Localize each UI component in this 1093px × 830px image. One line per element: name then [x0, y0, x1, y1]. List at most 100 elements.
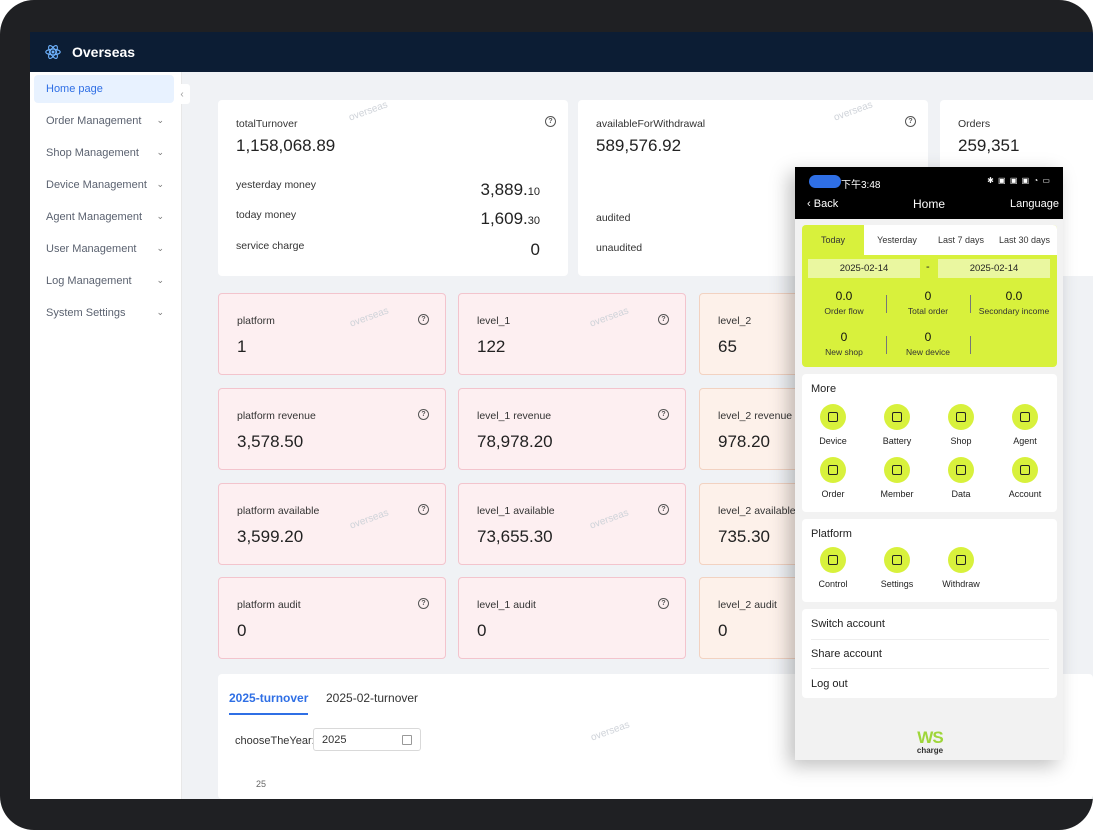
status-icons: ✱ ▣ ▣ ▣ ◔ ▭: [987, 176, 1051, 185]
battery-shortcut[interactable]: Battery: [868, 404, 926, 446]
sidebar-item-orders[interactable]: Order Management ⌄: [34, 107, 174, 135]
sidebar-item-home[interactable]: Home page: [34, 75, 174, 103]
help-icon[interactable]: ?: [658, 598, 669, 609]
agent-icon: [1012, 404, 1038, 430]
device-shortcut[interactable]: Device: [804, 404, 862, 446]
sidebar-item-label: Log Management: [46, 275, 132, 287]
divider: [970, 336, 971, 354]
shortcut-label: Member: [880, 489, 914, 499]
shortcut-label: Settings: [880, 579, 914, 589]
tab-last-7-days[interactable]: Last 7 days: [937, 235, 985, 245]
stat-secondary-income: 0.0 Secondary income: [974, 289, 1054, 316]
period-tabs: Today Yesterday Last 7 days Last 30 days: [802, 225, 1057, 255]
react-logo-icon: [45, 45, 61, 59]
tab-month-turnover[interactable]: 2025-02-turnover: [326, 691, 419, 705]
card-label: Orders: [958, 118, 991, 130]
switch-account-link[interactable]: Switch account: [811, 618, 885, 630]
metric-value: 3,578.50: [237, 432, 304, 451]
metric-value: 65: [718, 337, 737, 356]
stat-label: New device: [906, 347, 950, 357]
year-label: chooseTheYear:: [235, 735, 315, 747]
metric-label: level_2 audit: [718, 599, 777, 611]
metric-label: level_2 revenue: [718, 410, 793, 422]
shortcut-label: Agent: [1013, 436, 1037, 446]
watermark: overseas: [588, 305, 631, 330]
metric-label: platform: [237, 315, 275, 327]
year-picker[interactable]: 2025: [313, 728, 421, 751]
back-button[interactable]: ‹ Back: [807, 198, 839, 210]
shortcut-label: Device: [819, 436, 847, 446]
withdraw-shortcut[interactable]: Withdraw: [932, 547, 990, 589]
metric-label: platform available: [237, 505, 320, 517]
sidebar-item-devices[interactable]: Device Management ⌄: [34, 171, 174, 199]
help-icon[interactable]: ?: [418, 598, 429, 609]
device-icon: [820, 404, 846, 430]
sidebar-item-label: System Settings: [46, 307, 126, 319]
order-shortcut[interactable]: Order: [804, 457, 862, 499]
metric-card: level_1 available? 73,655.30 overseas: [458, 483, 686, 565]
sidebar-item-shops[interactable]: Shop Management ⌄: [34, 139, 174, 167]
today-label: today money: [236, 209, 297, 221]
help-icon[interactable]: ?: [418, 409, 429, 420]
stat-value: 0: [924, 289, 932, 303]
sidebar-item-logs[interactable]: Log Management ⌄: [34, 267, 174, 295]
date-separator: -: [926, 261, 930, 273]
metric-card: level_1 revenue? 78,978.20: [458, 388, 686, 470]
sidebar-item-settings[interactable]: System Settings ⌄: [34, 299, 174, 327]
watermark: overseas: [589, 719, 632, 744]
help-icon[interactable]: ?: [905, 116, 916, 127]
card-label: availableForWithdrawal: [596, 118, 706, 130]
member-shortcut[interactable]: Member: [868, 457, 926, 499]
value-int: 1,609.: [480, 209, 528, 228]
shop-shortcut[interactable]: Shop: [932, 404, 990, 446]
metric-card: platform audit? 0: [218, 577, 446, 659]
watermark: overseas: [347, 99, 390, 124]
metric-value: 1: [237, 337, 247, 356]
top-bar: Overseas: [30, 32, 1093, 72]
data-shortcut[interactable]: Data: [932, 457, 990, 499]
stat-label: New shop: [825, 347, 863, 357]
tab-yesterday[interactable]: Yesterday: [877, 235, 917, 245]
language-button[interactable]: Language: [1010, 198, 1059, 210]
metric-card: platform revenue? 3,578.50: [218, 388, 446, 470]
share-account-link[interactable]: Share account: [811, 648, 882, 660]
sidebar-item-label: Order Management: [46, 115, 142, 127]
control-shortcut[interactable]: Control: [804, 547, 862, 589]
stats-panel: Today Yesterday Last 7 days Last 30 days…: [802, 225, 1057, 367]
tab-last-30-days[interactable]: Last 30 days: [998, 235, 1051, 245]
sidebar-item-users[interactable]: User Management ⌄: [34, 235, 174, 263]
sidebar-item-agents[interactable]: Agent Management ⌄: [34, 203, 174, 231]
settings-shortcut[interactable]: Settings: [868, 547, 926, 589]
divider: [970, 295, 971, 313]
chevron-down-icon: ⌄: [156, 307, 164, 317]
sidebar-item-label: Device Management: [46, 179, 147, 191]
date-from[interactable]: 2025-02-14: [808, 259, 920, 278]
sidebar: Home page Order Management ⌄ Shop Managem…: [30, 72, 182, 799]
help-icon[interactable]: ?: [418, 314, 429, 325]
account-shortcut[interactable]: Account: [996, 457, 1054, 499]
metric-card: level_1? 122 overseas: [458, 293, 686, 375]
metric-value: 735.30: [718, 527, 770, 546]
help-icon[interactable]: ?: [658, 314, 669, 325]
metric-label: level_1 revenue: [477, 410, 552, 422]
date-to[interactable]: 2025-02-14: [938, 259, 1050, 278]
agent-shortcut[interactable]: Agent: [996, 404, 1054, 446]
stat-order-flow: 0.0 Order flow: [804, 289, 884, 316]
metric-value: 0: [477, 621, 487, 640]
value-dec: 30: [527, 215, 540, 227]
status-bar: 下午3:48 ✱ ▣ ▣ ▣ ◔ ▭: [795, 167, 1063, 193]
metric-label: level_2: [718, 315, 752, 327]
log-out-link[interactable]: Log out: [811, 678, 848, 690]
help-icon[interactable]: ?: [658, 409, 669, 420]
help-icon[interactable]: ?: [658, 504, 669, 515]
chevron-down-icon: ⌄: [156, 275, 164, 285]
help-icon[interactable]: ?: [418, 504, 429, 515]
nav-bar: ‹ Back Home Language: [795, 193, 1063, 219]
tab-year-turnover[interactable]: 2025-turnover: [229, 691, 309, 715]
tab-today[interactable]: Today: [802, 225, 864, 255]
service-charge-value: 0: [530, 240, 540, 259]
metric-label: level_1: [477, 315, 511, 327]
help-icon[interactable]: ?: [545, 116, 556, 127]
chevron-down-icon: ⌄: [156, 147, 164, 157]
collapse-sidebar-button[interactable]: ‹: [174, 84, 190, 104]
